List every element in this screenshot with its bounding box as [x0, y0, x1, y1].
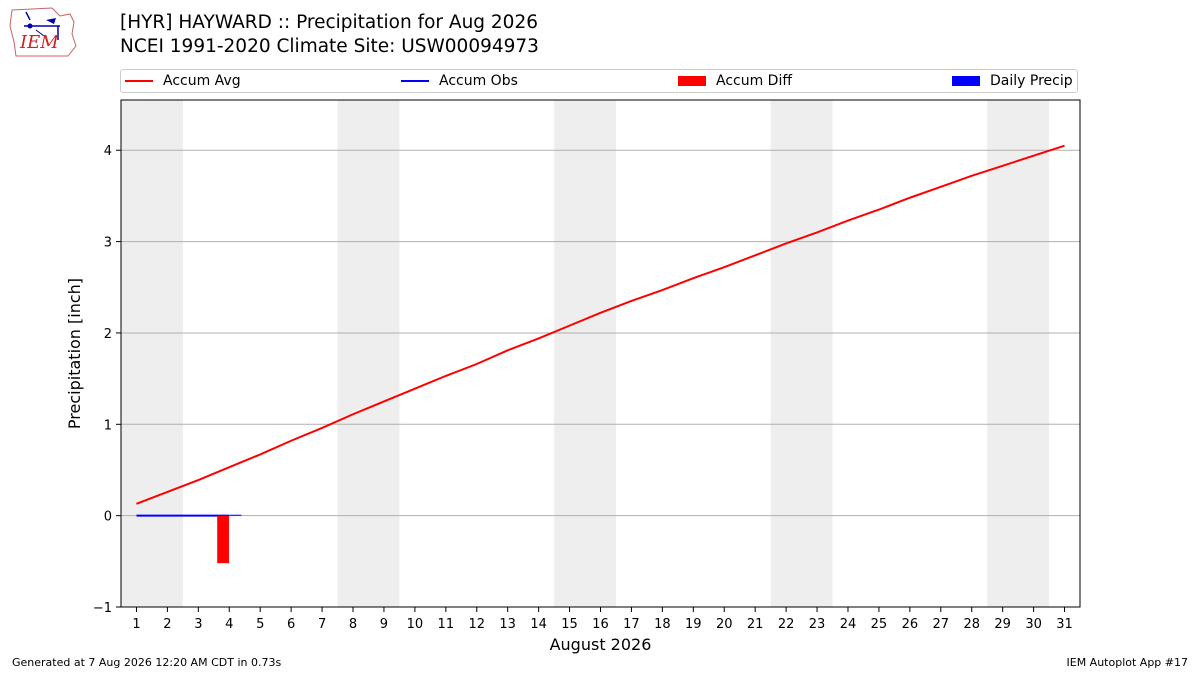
x-tick-label: 31 — [1056, 617, 1073, 632]
y-tick-label: 2 — [104, 327, 112, 342]
bar-accum-diff — [217, 515, 229, 564]
footer-generated-text: Generated at 7 Aug 2026 12:20 AM CDT in … — [12, 656, 282, 669]
x-tick-label: 6 — [287, 617, 295, 632]
x-tick-label: 17 — [623, 617, 640, 632]
y-tick-label: 0 — [104, 510, 112, 525]
iem-logo-icon: IEM — [8, 6, 80, 62]
x-tick-label: 22 — [778, 617, 795, 632]
y-axis-label: Precipitation [inch] — [65, 278, 84, 429]
x-tick-label: 2 — [163, 617, 171, 632]
y-tick-label: 3 — [104, 236, 112, 251]
weekend-band — [337, 100, 400, 607]
x-tick-label: 30 — [1025, 617, 1042, 632]
x-tick-label: 10 — [407, 617, 424, 632]
x-tick-label: 21 — [747, 617, 764, 632]
x-tick-label: 16 — [592, 617, 609, 632]
legend-item-accum-diff: Accum Diff — [678, 73, 792, 89]
x-tick-label: 11 — [438, 617, 455, 632]
x-tick-label: 7 — [318, 617, 326, 632]
weekend-band — [554, 100, 616, 607]
legend-swatch-accum-obs — [401, 80, 429, 82]
weekend-band — [121, 100, 183, 607]
chart-subtitle: NCEI 1991-2020 Climate Site: USW00094973 — [120, 36, 539, 57]
legend: Accum Avg Accum Obs Accum Diff Daily Pre… — [120, 69, 1078, 93]
x-tick-label: 12 — [468, 617, 485, 632]
legend-item-accum-avg: Accum Avg — [125, 73, 241, 89]
x-tick-label: 28 — [963, 617, 980, 632]
weekend-band — [987, 100, 1050, 607]
x-tick-label: 23 — [809, 617, 826, 632]
x-tick-label: 18 — [654, 617, 671, 632]
legend-label-accum-diff: Accum Diff — [716, 73, 793, 89]
weekend-shading-layer — [121, 100, 1050, 607]
x-tick-label: 20 — [716, 617, 733, 632]
x-tick-label: 15 — [561, 617, 578, 632]
x-tick-label: 9 — [380, 617, 388, 632]
legend-item-daily-precip: Daily Precip — [952, 73, 1073, 89]
x-tick-label: 5 — [256, 617, 264, 632]
logo-text: IEM — [20, 32, 59, 53]
x-tick-label: 13 — [499, 617, 516, 632]
x-tick-label: 24 — [840, 617, 857, 632]
series-layer — [136, 144, 1065, 564]
legend-swatch-accum-avg — [125, 80, 153, 82]
x-tick-label: 4 — [225, 617, 233, 632]
x-tick-label: 1 — [132, 617, 140, 632]
x-tick-label: 27 — [933, 617, 950, 632]
legend-label-accum-avg: Accum Avg — [163, 73, 241, 89]
x-tick-label: 25 — [871, 617, 888, 632]
chart-title: [HYR] HAYWARD :: Precipitation for Aug 2… — [120, 12, 538, 33]
x-tick-label: 8 — [349, 617, 357, 632]
y-tick-label: −1 — [93, 601, 112, 616]
x-axis-label: August 2026 — [550, 635, 652, 654]
legend-label-accum-obs: Accum Obs — [439, 73, 518, 89]
x-tick-label: 3 — [194, 617, 202, 632]
legend-item-accum-obs: Accum Obs — [401, 73, 518, 89]
y-tick-label: 4 — [104, 144, 112, 159]
x-tick-label: 19 — [685, 617, 702, 632]
x-tick-label: 26 — [902, 617, 919, 632]
footer-app-text: IEM Autoplot App #17 — [1066, 656, 1189, 669]
bar-daily-precip — [229, 514, 242, 516]
legend-label-daily-precip: Daily Precip — [990, 73, 1073, 89]
legend-swatch-accum-diff — [678, 76, 706, 86]
x-tick-label: 14 — [530, 617, 547, 632]
x-tick-label: 29 — [994, 617, 1011, 632]
legend-swatch-daily-precip — [952, 76, 980, 86]
weekend-band — [770, 100, 833, 607]
y-tick-label: 1 — [104, 418, 112, 433]
